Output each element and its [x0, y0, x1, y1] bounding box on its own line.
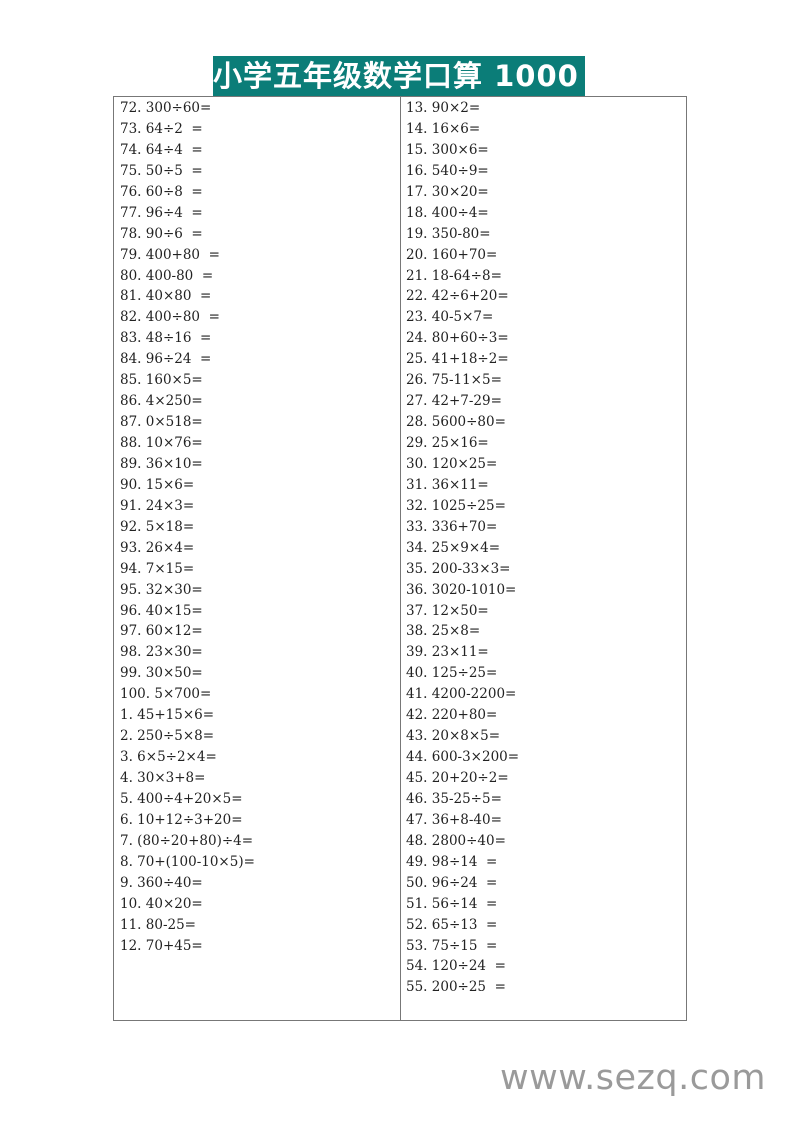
problem-item: 33. 336+70=	[406, 518, 498, 535]
problem-item: 1. 45+15×6=	[120, 707, 215, 724]
problem-item: 92. 5×18=	[120, 518, 195, 535]
problem-item: 31. 36×11=	[406, 476, 489, 493]
problem-item: 44. 600-3×200=	[406, 749, 520, 766]
problem-item: 50. 96÷24 =	[406, 874, 498, 891]
problem-item: 90. 15×6=	[120, 476, 195, 493]
problem-item: 5. 400÷4+20×5=	[120, 790, 243, 807]
problem-item: 84. 96÷24 =	[120, 351, 212, 368]
problem-item: 26. 75-11×5=	[406, 372, 502, 389]
problem-item: 43. 20×8×5=	[406, 728, 501, 745]
problem-item: 80. 400-80 =	[120, 267, 214, 284]
problem-item: 20. 160+70=	[406, 246, 498, 263]
problem-item: 19. 350-80=	[406, 225, 491, 242]
problem-item: 7. (80÷20+80)÷4=	[120, 832, 254, 849]
problem-item: 78. 90÷6 =	[120, 225, 203, 242]
problem-item: 25. 41+18÷2=	[406, 351, 509, 368]
problem-item: 2. 250÷5×8=	[120, 728, 215, 745]
problem-item: 82. 400÷80 =	[120, 309, 220, 326]
problem-item: 51. 56÷14 =	[406, 895, 498, 912]
problem-item: 99. 30×50=	[120, 665, 203, 682]
problem-table: 72. 300÷60= 73. 64÷2 = 74. 64÷4 = 75. 50÷5 …	[113, 96, 687, 1021]
problem-item: 95. 32×30=	[120, 581, 203, 598]
problem-item: 77. 96÷4 =	[120, 204, 203, 221]
problem-item: 53. 75÷15 =	[406, 937, 498, 954]
problem-item: 74. 64÷4 =	[120, 141, 203, 158]
problem-item: 32. 1025÷25=	[406, 497, 506, 514]
problem-item: 11. 80-25=	[120, 916, 196, 933]
problem-item: 87. 0×518=	[120, 414, 203, 431]
problem-item: 94. 7×15=	[120, 560, 195, 577]
problem-item: 18. 400÷4=	[406, 204, 489, 221]
problem-item: 54. 120÷24 =	[406, 958, 506, 975]
problem-item: 42. 220+80=	[406, 707, 498, 724]
problem-item: 13. 90×2=	[406, 100, 481, 116]
problem-item: 79. 400+80 =	[120, 246, 220, 263]
problem-item: 14. 16×6=	[406, 120, 481, 137]
problem-item: 91. 24×3=	[120, 497, 195, 514]
problem-item: 45. 20+20÷2=	[406, 770, 509, 786]
problem-item: 55. 200÷25 =	[406, 979, 506, 996]
problem-item: 47. 36+8-40=	[406, 811, 502, 828]
problem-item: 9. 360÷40=	[120, 874, 203, 891]
problem-item: 34. 25×9×4=	[406, 539, 501, 556]
problem-item: 100. 5×700=	[120, 686, 212, 703]
problem-item: 6. 10+12÷3+20=	[120, 811, 243, 828]
problem-item: 35. 200-33×3=	[406, 560, 511, 577]
problem-item: 46. 35-25÷5=	[406, 790, 502, 807]
problem-item: 48. 2800÷40=	[406, 832, 506, 849]
column-divider	[400, 97, 401, 1020]
left-column: 72. 300÷60= 73. 64÷2 = 74. 64÷4 = 75. 50÷5 …	[120, 98, 255, 956]
problem-item: 29. 25×16=	[406, 435, 489, 451]
problem-item: 28. 5600÷80=	[406, 414, 506, 431]
problem-item: 97. 60×12=	[120, 623, 203, 640]
problem-item: 22. 42÷6+20=	[406, 288, 509, 305]
problem-item: 30. 120×25=	[406, 455, 498, 472]
problem-item: 81. 40×80 =	[120, 288, 212, 305]
problem-item: 8. 70+(100-10×5)=	[120, 853, 255, 870]
problem-item: 10. 40×20=	[120, 895, 203, 912]
problem-item: 85. 160×5=	[120, 372, 203, 389]
problem-item: 16. 540÷9=	[406, 162, 489, 179]
problem-item: 21. 18-64÷8=	[406, 267, 502, 284]
problem-item: 89. 36×10=	[120, 455, 203, 472]
problem-item: 93. 26×4=	[120, 539, 195, 556]
problem-item: 73. 64÷2 =	[120, 120, 203, 137]
problem-item: 36. 3020-1010=	[406, 581, 517, 598]
problem-item: 96. 40×15=	[120, 602, 203, 619]
problem-item: 12. 70+45=	[120, 937, 203, 954]
problem-item: 15. 300×6=	[406, 141, 489, 158]
problem-item: 40. 125÷25=	[406, 665, 498, 682]
problem-item: 41. 4200-2200=	[406, 686, 517, 703]
problem-item: 72. 300÷60=	[120, 100, 212, 116]
problem-item: 49. 98÷14 =	[406, 853, 498, 870]
problem-item: 52. 65÷13 =	[406, 916, 498, 933]
problem-item: 37. 12×50=	[406, 602, 489, 619]
problem-item: 75. 50÷5 =	[120, 162, 203, 179]
page-title: 小学五年级数学口算 1000 题	[213, 56, 619, 96]
problem-item: 3. 6×5÷2×4=	[120, 749, 217, 766]
right-column: 13. 90×2= 14. 16×6= 15. 300×6= 16. 540÷9= 17…	[406, 98, 519, 998]
problem-item: 4. 30×3+8=	[120, 770, 206, 786]
problem-item: 83. 48÷16 =	[120, 330, 212, 347]
problem-item: 23. 40-5×7=	[406, 309, 494, 326]
footer-watermark: www.sezq.com	[500, 1058, 767, 1098]
problem-item: 98. 23×30=	[120, 644, 203, 661]
problem-item: 76. 60÷8 =	[120, 183, 203, 200]
problem-item: 17. 30×20=	[406, 183, 489, 200]
problem-item: 24. 80+60÷3=	[406, 330, 509, 347]
problem-item: 86. 4×250=	[120, 393, 203, 410]
problem-item: 38. 25×8=	[406, 623, 481, 640]
problem-item: 27. 42+7-29=	[406, 393, 502, 410]
problem-item: 88. 10×76=	[120, 435, 203, 451]
problem-item: 39. 23×11=	[406, 644, 489, 661]
